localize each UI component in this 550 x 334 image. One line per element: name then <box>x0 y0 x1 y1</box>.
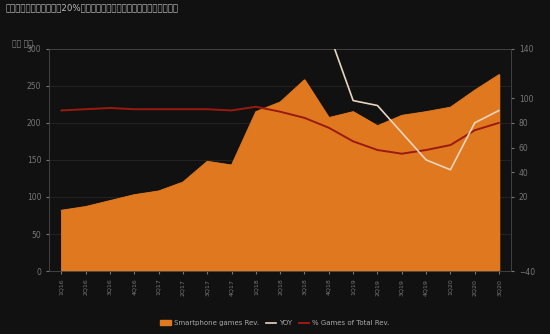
Text: 单位 亿元: 单位 亿元 <box>12 40 33 49</box>
Legend: Smartphone games Rev., YOY, % Games of Total Rev.: Smartphone games Rev., YOY, % Games of T… <box>158 317 392 329</box>
Text: 腾讯的手游业务持续贡献20%的收入，王者荣耀的高长于整线收入的趋势: 腾讯的手游业务持续贡献20%的收入，王者荣耀的高长于整线收入的趋势 <box>6 3 179 12</box>
